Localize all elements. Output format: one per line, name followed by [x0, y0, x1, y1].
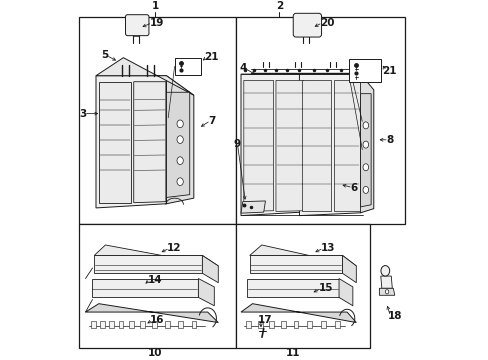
Polygon shape [380, 276, 391, 288]
Bar [109, 321, 114, 328]
Bar [127, 17, 146, 33]
Text: 13: 13 [320, 243, 334, 253]
Polygon shape [85, 304, 218, 323]
Bar [79, 18, 235, 224]
Polygon shape [360, 94, 370, 207]
Bar [235, 224, 369, 348]
Ellipse shape [380, 266, 389, 276]
Text: 21: 21 [382, 66, 396, 76]
Bar [100, 321, 104, 328]
Polygon shape [198, 279, 214, 306]
Text: 5: 5 [102, 50, 109, 60]
Text: 15: 15 [318, 283, 332, 293]
Bar [257, 321, 262, 328]
Text: 10: 10 [148, 348, 163, 358]
Ellipse shape [177, 178, 183, 185]
Text: 16: 16 [150, 315, 164, 325]
Ellipse shape [362, 122, 368, 129]
Ellipse shape [177, 120, 183, 128]
Polygon shape [301, 80, 330, 211]
Bar [129, 321, 134, 328]
Text: 17: 17 [257, 315, 272, 325]
Bar [280, 321, 285, 328]
Bar [118, 321, 123, 328]
Text: 3: 3 [79, 109, 86, 118]
Ellipse shape [385, 290, 388, 294]
Text: 19: 19 [149, 18, 163, 28]
Polygon shape [241, 74, 302, 216]
Bar [174, 58, 201, 75]
Ellipse shape [177, 157, 183, 165]
Polygon shape [166, 76, 193, 204]
Text: 14: 14 [147, 275, 162, 284]
Polygon shape [202, 256, 218, 283]
Polygon shape [244, 80, 273, 211]
Text: 18: 18 [387, 311, 402, 321]
Bar [235, 18, 405, 224]
Polygon shape [94, 245, 218, 266]
Polygon shape [299, 74, 360, 216]
Ellipse shape [362, 186, 368, 193]
Text: 9: 9 [233, 139, 240, 149]
Bar [348, 59, 380, 82]
Text: 2: 2 [275, 1, 283, 11]
Polygon shape [94, 256, 202, 273]
Ellipse shape [362, 141, 368, 148]
Polygon shape [92, 279, 198, 297]
Text: 21: 21 [204, 52, 218, 62]
Polygon shape [133, 82, 165, 203]
Polygon shape [99, 82, 131, 203]
Bar [165, 321, 170, 328]
FancyBboxPatch shape [125, 15, 149, 36]
Text: 11: 11 [285, 348, 300, 358]
Polygon shape [96, 58, 193, 95]
Text: 20: 20 [319, 18, 333, 28]
Polygon shape [249, 245, 356, 266]
Bar [334, 321, 339, 328]
Bar [191, 321, 196, 328]
Bar [178, 321, 183, 328]
Bar [307, 321, 312, 328]
Text: 7: 7 [207, 116, 215, 126]
Polygon shape [247, 279, 338, 297]
Bar [151, 321, 156, 328]
Text: 8: 8 [385, 135, 392, 145]
Ellipse shape [362, 164, 368, 171]
Text: 6: 6 [349, 183, 357, 193]
Bar [246, 321, 251, 328]
Text: 1: 1 [151, 1, 159, 11]
Bar [90, 321, 95, 328]
Bar [293, 321, 298, 328]
Polygon shape [166, 92, 189, 197]
Polygon shape [360, 74, 373, 213]
Text: 12: 12 [166, 243, 181, 253]
Polygon shape [379, 288, 394, 295]
Text: 4: 4 [240, 63, 247, 73]
Bar [79, 224, 235, 348]
Polygon shape [249, 256, 342, 273]
Ellipse shape [177, 136, 183, 143]
Bar [269, 321, 274, 328]
Polygon shape [96, 76, 166, 208]
Polygon shape [275, 80, 303, 211]
FancyBboxPatch shape [293, 13, 321, 37]
Polygon shape [342, 256, 356, 283]
Polygon shape [338, 279, 352, 306]
Polygon shape [333, 80, 359, 211]
Polygon shape [241, 201, 265, 213]
Polygon shape [241, 304, 356, 323]
Bar [321, 321, 325, 328]
Bar [140, 321, 144, 328]
